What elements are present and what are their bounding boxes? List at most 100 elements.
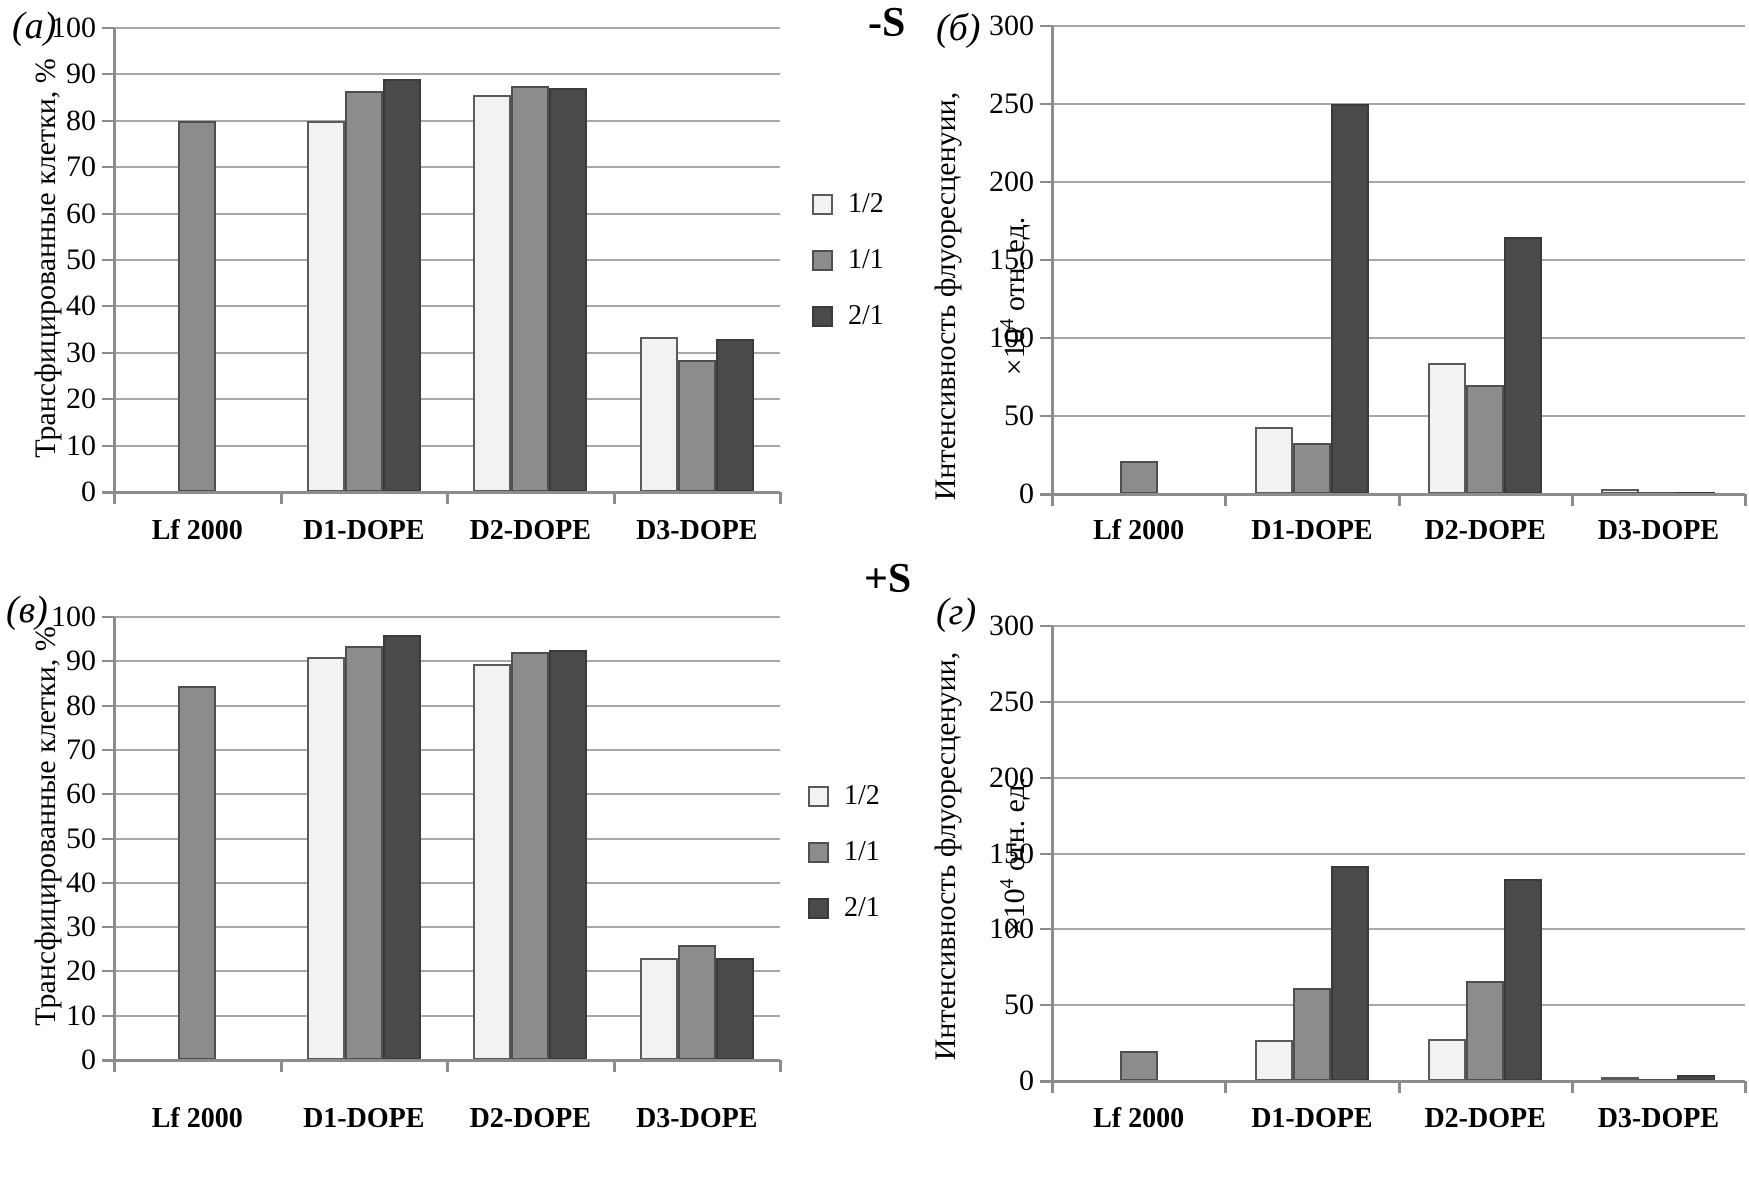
x-axis-tick [1397,494,1401,506]
bar-2/1-D3-DOPE [1677,1074,1716,1081]
legend-label: 2/1 [848,300,884,331]
y-axis-tick [102,351,114,354]
legend-top: 1/2 1/1 2/1 [812,190,884,330]
y-tick-label: 0 [1019,477,1034,510]
y-axis-tick [1040,415,1052,417]
y-tick-label: 40 [66,289,96,323]
y-axis-tick [102,704,114,707]
y-tick-label: 50 [1004,399,1034,432]
y-axis-tick [102,259,114,261]
y-axis-tick [102,748,114,751]
y-axis-tick [102,926,114,929]
y-tick-label: 60 [66,777,96,811]
gridline [1052,415,1745,417]
bar-1/2-D2-DOPE [1428,362,1467,494]
y-tick-label: 150 [989,243,1034,276]
bar-1/1-D3-DOPE [677,944,716,1060]
x-axis-tick [113,1060,116,1072]
y-axis-tick [102,73,114,76]
x-axis-tick [1224,494,1228,506]
bar-1/1-D2-DOPE [511,652,550,1060]
bar-1/2-D2-DOPE [1428,1038,1467,1081]
gridline [114,1014,780,1017]
y-tick-label: 30 [66,910,96,944]
x-axis-tick [1744,1081,1747,1093]
y-axis-tick [102,881,114,884]
y-axis-tick [102,793,114,796]
y-axis-tick [102,660,114,663]
y-axis-tick [102,119,114,122]
gridline [114,926,780,929]
panel-label-b: (б) [936,7,981,49]
x-category-label: Lf 2000 [1093,515,1185,546]
legend-item: 1/2 [808,782,880,810]
gridline [1052,928,1745,931]
gridline [1052,337,1745,339]
gridline [1052,700,1745,703]
x-axis-tick [779,1060,782,1072]
panel-label-v: (в) [6,589,48,631]
bar-2/1-D2-DOPE [1504,236,1543,494]
y-tick-label: 80 [66,688,96,722]
legend-label: 1/2 [844,780,880,811]
legend-label: 1/2 [848,188,884,219]
panel-label-a: (a) [12,5,57,47]
gridline [1052,259,1745,261]
y-tick-label: 80 [66,103,96,137]
x-axis-tick [1224,1081,1228,1093]
bar-1/1-D1-DOPE [1292,988,1331,1081]
bar-2/1-D2-DOPE [1504,879,1543,1081]
legend-swatch-one-one [808,841,829,863]
gridline [114,259,780,261]
bar-1/2-D1-DOPE [306,120,345,492]
y-axis-tick [102,837,114,840]
y-tick-label: 10 [66,998,96,1032]
bar-1/1-Lf 2000 [1119,1050,1158,1081]
y-axis-tick [1040,852,1052,855]
legend-item: 2/1 [808,894,880,922]
gridline [114,444,780,447]
y-tick-label: 250 [989,684,1034,718]
x-axis-line [1040,1080,1745,1083]
x-axis-tick [612,492,616,504]
x-category-label: D1-DOPE [303,1103,425,1134]
y-axis-tick [102,398,114,401]
x-axis-tick [1051,494,1054,506]
y-axis-line [1051,26,1054,494]
bar-1/1-Lf 2000 [1119,461,1158,494]
y-axis-tick [102,970,114,973]
x-axis-tick [113,492,116,504]
y-axis-tick [1040,700,1052,703]
legend-swatch-two-one [808,897,829,919]
y-axis-tick [102,166,114,169]
gridline [1052,776,1745,779]
y-tick-label: 150 [989,836,1034,870]
bar-1/2-D3-DOPE [639,336,678,492]
y-tick-label: 0 [1019,1064,1034,1097]
gridline [114,616,780,618]
gridline [114,73,780,76]
x-axis-line [1040,493,1745,496]
x-category-label: D1-DOPE [303,515,425,546]
legend-swatch-half [812,193,833,215]
y-tick-label: 60 [66,196,96,230]
x-category-label: D3-DOPE [636,1103,758,1134]
gridline [114,837,780,840]
bar-2/1-D2-DOPE [549,650,588,1060]
gridline [114,119,780,122]
x-category-label: D3-DOPE [636,515,758,546]
legend-label: 1/1 [844,836,880,867]
bar-2/1-D2-DOPE [549,88,588,492]
legend-item: 2/1 [812,302,884,330]
y-tick-label: 250 [989,87,1034,120]
x-axis-tick [1570,494,1574,506]
x-category-label: D2-DOPE [469,515,591,546]
y-tick-label: 50 [66,821,96,855]
y-axis-tick [1040,337,1052,339]
x-axis-tick [1051,1081,1054,1093]
legend-swatch-half [808,785,829,807]
x-axis-line [102,491,780,494]
x-category-label: Lf 2000 [151,1103,243,1134]
gridline [1052,25,1745,27]
